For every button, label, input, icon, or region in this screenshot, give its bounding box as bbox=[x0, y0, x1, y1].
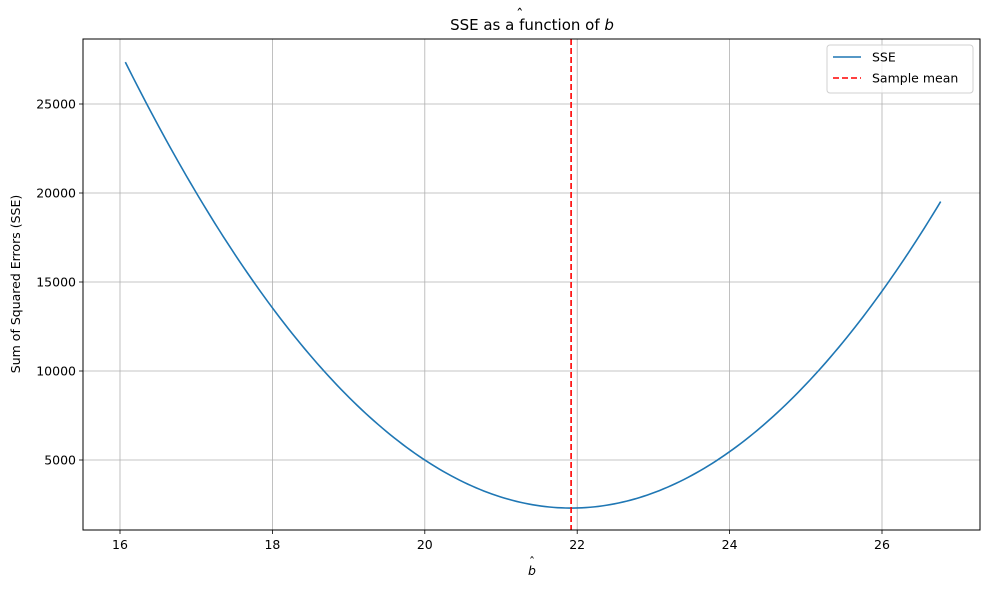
x-axis-label: b bbox=[528, 563, 536, 578]
y-tick-label: 25000 bbox=[36, 97, 76, 112]
y-tick-label: 20000 bbox=[36, 186, 76, 201]
plot-area bbox=[124, 39, 942, 530]
x-tick-label: 18 bbox=[264, 537, 280, 552]
chart-title: SSE as a function of b bbox=[450, 16, 614, 34]
x-tick-label: 22 bbox=[569, 537, 585, 552]
x-tick-label: 20 bbox=[417, 537, 433, 552]
legend-sse-label: SSE bbox=[872, 50, 896, 65]
x-tick-label: 16 bbox=[112, 537, 128, 552]
x-label-hat-accent: ˆ bbox=[529, 554, 535, 569]
legend-mean-label: Sample mean bbox=[872, 71, 958, 86]
y-tick-label: 10000 bbox=[36, 364, 76, 379]
x-tick-label: 26 bbox=[874, 537, 890, 552]
y-axis-label: Sum of Squared Errors (SSE) bbox=[8, 195, 23, 373]
sse-curve bbox=[124, 61, 942, 509]
y-tick-label: 15000 bbox=[36, 275, 76, 290]
legend-box bbox=[826, 44, 974, 94]
title-hat-accent: ˆ bbox=[516, 6, 524, 24]
y-tick-label: 5000 bbox=[44, 453, 76, 468]
x-tick-label: 24 bbox=[722, 537, 738, 552]
axes-frame bbox=[82, 38, 981, 531]
x-axis-ticks: 16 18 20 22 24 26 bbox=[112, 530, 890, 552]
y-axis-ticks: 5000 10000 15000 20000 25000 bbox=[36, 97, 83, 468]
grid-lines bbox=[83, 39, 980, 530]
legend: SSE Sample mean bbox=[826, 44, 974, 94]
